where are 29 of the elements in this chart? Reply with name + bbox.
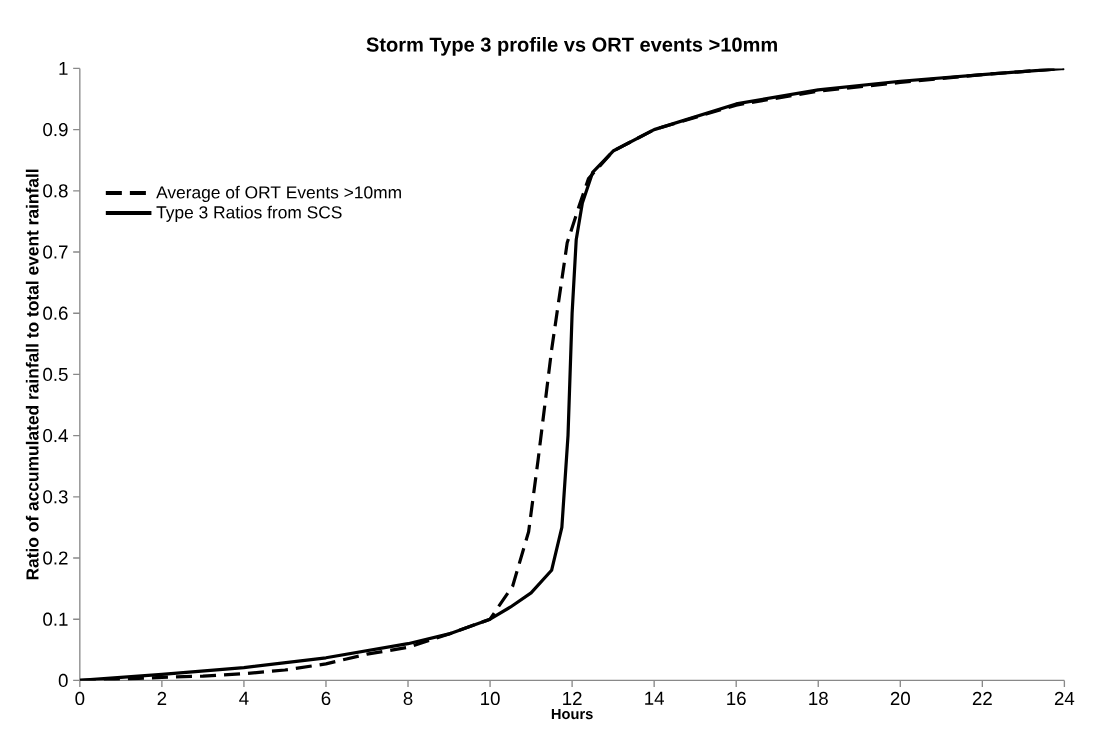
- x-tick-label: 4: [239, 691, 249, 705]
- y-axis-title: Ratio of accumulated rainfall to total event rainfall: [25, 169, 39, 580]
- legend-label: Average of ORT Events >10mm: [156, 185, 401, 203]
- x-tick-label: 24: [1054, 691, 1075, 705]
- x-tick-label: 14: [645, 691, 664, 705]
- y-tick-label: 0: [58, 673, 68, 688]
- y-tick-label: 0.8: [43, 184, 68, 198]
- y-tick-label: 0.5: [43, 367, 68, 382]
- x-tick-label: 18: [809, 691, 828, 706]
- y-tick-label: 1: [59, 62, 68, 75]
- x-axis-title: Hours: [551, 708, 593, 720]
- y-tick-label: 0.6: [43, 306, 68, 320]
- y-tick-label: 0.1: [43, 612, 68, 626]
- x-tick-label: 2: [157, 691, 167, 705]
- y-tick-label: 0.3: [43, 490, 68, 504]
- x-tick-label: 16: [727, 691, 746, 706]
- x-tick-label: 0: [75, 691, 85, 706]
- y-tick-label: 0.7: [43, 245, 68, 259]
- x-tick-label: 8: [403, 691, 413, 706]
- x-tick-label: 20: [890, 691, 910, 706]
- y-tick-label: 0.4: [43, 429, 68, 443]
- y-tick-label: 0.2: [43, 551, 68, 565]
- x-tick-label: 6: [321, 691, 331, 706]
- chart-title: Storm Type 3 profile vs ORT events >10mm: [366, 37, 777, 56]
- legend-label: Type 3 Ratios from SCS: [156, 205, 342, 222]
- x-tick-label: 10: [481, 691, 500, 706]
- x-tick-label: 22: [972, 691, 992, 705]
- x-tick-label: 12: [563, 691, 582, 705]
- y-tick-label: 0.9: [43, 123, 68, 137]
